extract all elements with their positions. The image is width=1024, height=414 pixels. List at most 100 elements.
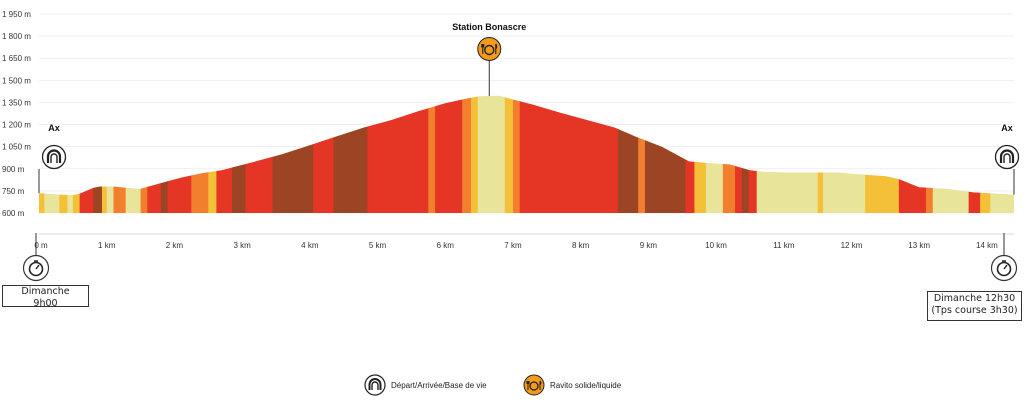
slope-segment (638, 95, 646, 213)
tunnel-icon (994, 144, 1020, 170)
slope-segment (968, 95, 981, 213)
slope-segment (817, 95, 824, 213)
slope-segment (865, 95, 900, 213)
legend-ravito-label: Ravito solide/liquide (550, 380, 622, 390)
slope-segment (504, 95, 514, 213)
y-tick-label: 1 650 m (2, 54, 31, 63)
y-tick-label: 750 m (2, 187, 25, 196)
slope-segment (990, 95, 1014, 213)
slope-segment (160, 95, 169, 213)
slope-segment (167, 95, 192, 213)
slope-segment (216, 95, 233, 213)
x-tick-label: 5 km (369, 241, 387, 250)
legend-item-ravito: Ravito solide/liquide (523, 374, 621, 396)
legend-base-label: Départ/Arrivée/Base de vie (391, 380, 487, 390)
slope-segment (93, 95, 103, 213)
slope-segment (823, 95, 866, 213)
slope-segment (512, 95, 521, 213)
x-tick-label: 12 km (841, 241, 863, 250)
slope-segment (470, 95, 479, 213)
slope-segment (735, 95, 743, 213)
slope-segment (722, 95, 736, 213)
slope-segment (617, 95, 639, 213)
elevation-area (39, 95, 1014, 213)
x-tick-label: 7 km (504, 241, 522, 250)
slope-segment (519, 95, 619, 213)
x-tick-label: 2 km (166, 241, 184, 250)
x-tick-label: 11 km (773, 241, 795, 250)
waypoints: Ax Station Bonascre Ax (38, 22, 1020, 195)
plate-cutlery-icon (523, 374, 545, 396)
slope-segment (644, 95, 687, 213)
end-time-day: Dimanche 12h30 (933, 293, 1016, 304)
clock-icons (22, 233, 1018, 282)
slope-segment (980, 95, 991, 213)
y-tick-label: 1 950 m (2, 10, 31, 19)
waypoint-label: Ax (1001, 123, 1013, 133)
slope-segment (477, 95, 506, 213)
slope-segment (208, 95, 217, 213)
legend-item-base: Départ/Arrivée/Base de vie (364, 374, 487, 396)
start-time-day: Dimanche (21, 286, 70, 297)
waypoint-label: Ax (48, 123, 60, 133)
slope-segment (272, 95, 314, 213)
x-tick-label: 1 km (98, 241, 116, 250)
y-tick-label: 1 200 m (2, 121, 31, 130)
x-tick-label: 10 km (705, 241, 727, 250)
y-axis-labels: 1 950 m 1 800 m 1 650 m 1 500 m 1 350 m 1 200… (2, 10, 31, 218)
x-tick-label: 4 km (301, 241, 319, 250)
slope-segment (925, 95, 934, 213)
slope-segment (685, 95, 695, 213)
x-tick-label: 6 km (437, 241, 455, 250)
slope-segment (462, 95, 472, 213)
x-tick-label: 8 km (572, 241, 590, 250)
slope-segment (59, 95, 68, 213)
y-tick-label: 900 m (2, 165, 25, 174)
y-tick-label: 1 800 m (2, 32, 31, 41)
slope-segment (245, 95, 273, 213)
slope-segment (694, 95, 707, 213)
slope-segment (898, 95, 927, 213)
slope-segment (741, 95, 749, 213)
slope-segment (44, 95, 60, 213)
slope-segment (67, 95, 74, 213)
x-tick-label: 14 km (976, 241, 998, 250)
y-tick-label: 1 350 m (2, 98, 31, 107)
x-tick-label: 0 m (34, 241, 48, 250)
slope-segment (313, 95, 334, 213)
start-time-hour: 9h00 (33, 298, 58, 309)
slope-segment (106, 95, 114, 213)
end-time-duration: (Tps course 3h30) (931, 305, 1018, 316)
slope-segment (101, 95, 108, 213)
slope-segment (756, 95, 819, 213)
slope-segment (932, 95, 970, 213)
x-axis: 0 m 1 km 2 km 3 km 4 km 5 km 6 km 7 km 8 km 9 km 1… (34, 233, 1014, 250)
clock-icon (990, 254, 1018, 282)
slope-segment (39, 95, 45, 213)
x-tick-label: 9 km (640, 241, 658, 250)
waypoint-label: Station Bonascre (452, 22, 526, 32)
slope-segment (748, 95, 758, 213)
slope-segment (428, 95, 436, 213)
slope-segment (333, 95, 368, 213)
slope-segment (231, 95, 246, 213)
slope-segment (113, 95, 127, 213)
slope-segment (140, 95, 148, 213)
slope-segment (191, 95, 209, 213)
end-time-box: Dimanche 12h30 (Tps course 3h30) (927, 291, 1022, 321)
x-tick-label: 3 km (233, 241, 251, 250)
y-tick-label: 600 m (2, 209, 25, 218)
x-tick-label: 13 km (908, 241, 930, 250)
slope-segment (435, 95, 463, 213)
tunnel-icon (41, 144, 67, 170)
slope-segment (72, 95, 81, 213)
slope-segment (367, 95, 429, 213)
y-tick-label: 1 050 m (2, 143, 31, 152)
slope-segment (147, 95, 162, 213)
slope-segment (79, 95, 94, 213)
plate-cutlery-icon (477, 37, 502, 61)
y-tick-label: 1 500 m (2, 76, 31, 85)
slope-segment (705, 95, 724, 213)
slope-segment (125, 95, 141, 213)
